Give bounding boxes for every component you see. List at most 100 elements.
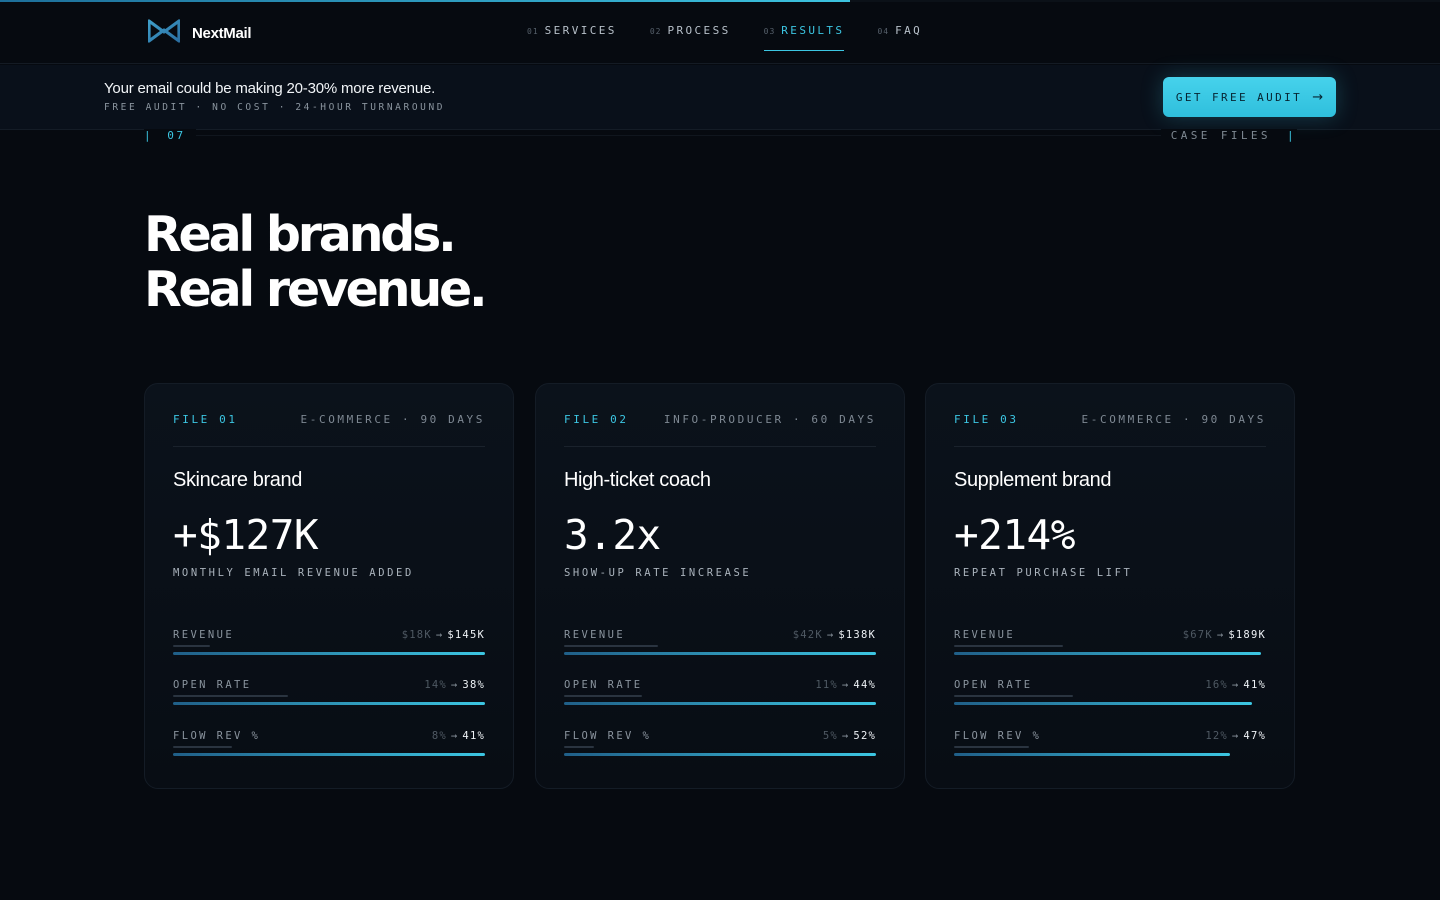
metric-revenue: REVENUE $42K → $138K xyxy=(564,629,876,669)
metric-after-bar xyxy=(564,652,876,655)
metric-arrow: → xyxy=(1216,629,1225,641)
nav-item-number: 02 xyxy=(649,27,662,36)
metric-after: 52% xyxy=(853,730,876,742)
case-card: FILE 02 INFO-PRODUCER · 60 DAYS High-tic… xyxy=(535,383,905,789)
case-file-label: FILE 01 xyxy=(173,413,238,426)
metric-open-rate: OPEN RATE 16% → 41% xyxy=(954,679,1266,719)
metric-before: 5% xyxy=(822,730,838,742)
card-divider xyxy=(564,446,876,447)
metric-after: $189K xyxy=(1228,629,1266,641)
audit-banner: Your email could be making 20-30% more r… xyxy=(0,65,1440,130)
nav-item-services[interactable]: 01 SERVICES xyxy=(527,24,617,51)
metric-arrow: → xyxy=(826,629,835,641)
card-divider xyxy=(173,446,485,447)
scroll-progress-bar xyxy=(0,0,1440,2)
metric-after-bar xyxy=(564,702,876,705)
metric-after-bar xyxy=(954,702,1252,705)
metric-before: $18K xyxy=(401,629,432,641)
section-headline: Real brands. Real revenue. xyxy=(144,206,488,318)
metric-name: OPEN RATE xyxy=(564,679,643,691)
card-divider xyxy=(954,446,1266,447)
section-label: CASE FILES | xyxy=(1160,129,1297,142)
metric-arrow: → xyxy=(450,730,459,742)
metric-before: 8% xyxy=(431,730,447,742)
case-meta: E-COMMERCE · 90 DAYS xyxy=(1081,413,1266,426)
case-title: High-ticket coach xyxy=(564,469,711,491)
main-menu: 01 SERVICES 02 PROCESS 03 RESULTS 04 FAQ xyxy=(527,24,922,51)
metric-after-bar xyxy=(954,652,1262,655)
case-stat-label: REPEAT PURCHASE LIFT xyxy=(954,567,1133,579)
metric-name: FLOW REV % xyxy=(564,730,652,742)
nav-item-number: 04 xyxy=(877,27,890,36)
get-free-audit-button[interactable]: GET FREE AUDIT → xyxy=(1163,77,1336,117)
headline-line-1: Real brands. xyxy=(144,206,457,263)
metric-before: $42K xyxy=(792,629,823,641)
metric-arrow: → xyxy=(450,679,459,691)
headline-line-2: Real revenue. xyxy=(144,261,488,318)
case-stat-label: SHOW-UP RATE INCREASE xyxy=(564,567,752,579)
metric-after: $145K xyxy=(447,629,485,641)
metric-name: FLOW REV % xyxy=(173,730,261,742)
nav-item-number: 01 xyxy=(527,27,539,36)
case-stat: 3.2x xyxy=(564,511,661,559)
metric-before-bar xyxy=(564,746,594,748)
metric-open-rate: OPEN RATE 11% → 44% xyxy=(564,679,876,719)
nav-item-process[interactable]: 02 PROCESS xyxy=(650,24,731,51)
metric-before: 11% xyxy=(815,679,838,691)
metric-after: 41% xyxy=(462,730,485,742)
metric-before-bar xyxy=(173,645,211,647)
metric-open-rate: OPEN RATE 14% → 38% xyxy=(173,679,485,719)
metric-after-bar xyxy=(954,753,1231,756)
metric-after-bar xyxy=(564,753,876,756)
arrow-right-icon: → xyxy=(1312,89,1324,105)
metric-name: FLOW REV % xyxy=(954,730,1042,742)
metric-arrow: → xyxy=(435,629,444,641)
metric-before-bar xyxy=(954,746,1029,748)
nav-item-label: SERVICES xyxy=(544,24,617,37)
top-navigation: NextMail 01 SERVICES 02 PROCESS 03 RESULTS … xyxy=(0,2,1440,64)
metric-before-bar xyxy=(954,645,1064,647)
metric-name: REVENUE xyxy=(173,629,235,641)
nav-item-label: FAQ xyxy=(895,24,923,37)
case-card: FILE 01 E-COMMERCE · 90 DAYS Skincare br… xyxy=(144,383,514,789)
cta-label: GET FREE AUDIT xyxy=(1175,90,1303,104)
metric-after: 47% xyxy=(1243,730,1266,742)
case-file-label: FILE 02 xyxy=(564,413,629,426)
metric-name: OPEN RATE xyxy=(954,679,1033,691)
metric-name: REVENUE xyxy=(954,629,1016,641)
section-number: | 07 xyxy=(144,129,196,142)
metric-after-bar xyxy=(173,753,485,756)
nav-item-results[interactable]: 03 RESULTS xyxy=(763,24,845,51)
metric-before-bar xyxy=(564,695,642,697)
case-card: FILE 03 E-COMMERCE · 90 DAYS Supplement … xyxy=(925,383,1295,789)
section-tick: | xyxy=(1286,129,1297,142)
metric-arrow: → xyxy=(841,730,850,742)
metric-flow-rev: FLOW REV % 5% → 52% xyxy=(564,730,876,770)
scroll-progress-fill xyxy=(0,0,850,2)
bowtie-logo-icon xyxy=(147,19,181,48)
metric-before-bar xyxy=(173,746,233,748)
metric-before-bar xyxy=(564,645,658,647)
section-tick: | xyxy=(144,129,154,142)
nav-item-faq[interactable]: 04 FAQ xyxy=(877,24,922,51)
metric-before: 14% xyxy=(424,679,447,691)
case-stat: +214% xyxy=(954,511,1075,559)
section-number-value: 07 xyxy=(167,129,186,142)
metric-arrow: → xyxy=(841,679,850,691)
case-meta: E-COMMERCE · 90 DAYS xyxy=(300,413,485,426)
case-title: Supplement brand xyxy=(954,469,1112,491)
brand-logo[interactable]: NextMail xyxy=(147,19,252,48)
case-title: Skincare brand xyxy=(173,469,302,491)
section-label-text: CASE FILES xyxy=(1170,129,1271,142)
metric-flow-rev: FLOW REV % 12% → 47% xyxy=(954,730,1266,770)
metric-flow-rev: FLOW REV % 8% → 41% xyxy=(173,730,485,770)
metric-before: 12% xyxy=(1205,730,1228,742)
metric-revenue: REVENUE $18K → $145K xyxy=(173,629,485,669)
metric-after-bar xyxy=(173,702,485,705)
metric-before: $67K xyxy=(1182,629,1213,641)
case-file-label: FILE 03 xyxy=(954,413,1019,426)
metric-arrow: → xyxy=(1231,730,1240,742)
case-stat: +$127K xyxy=(173,511,319,559)
brand-name: NextMail xyxy=(192,25,252,42)
metric-after: 38% xyxy=(462,679,485,691)
